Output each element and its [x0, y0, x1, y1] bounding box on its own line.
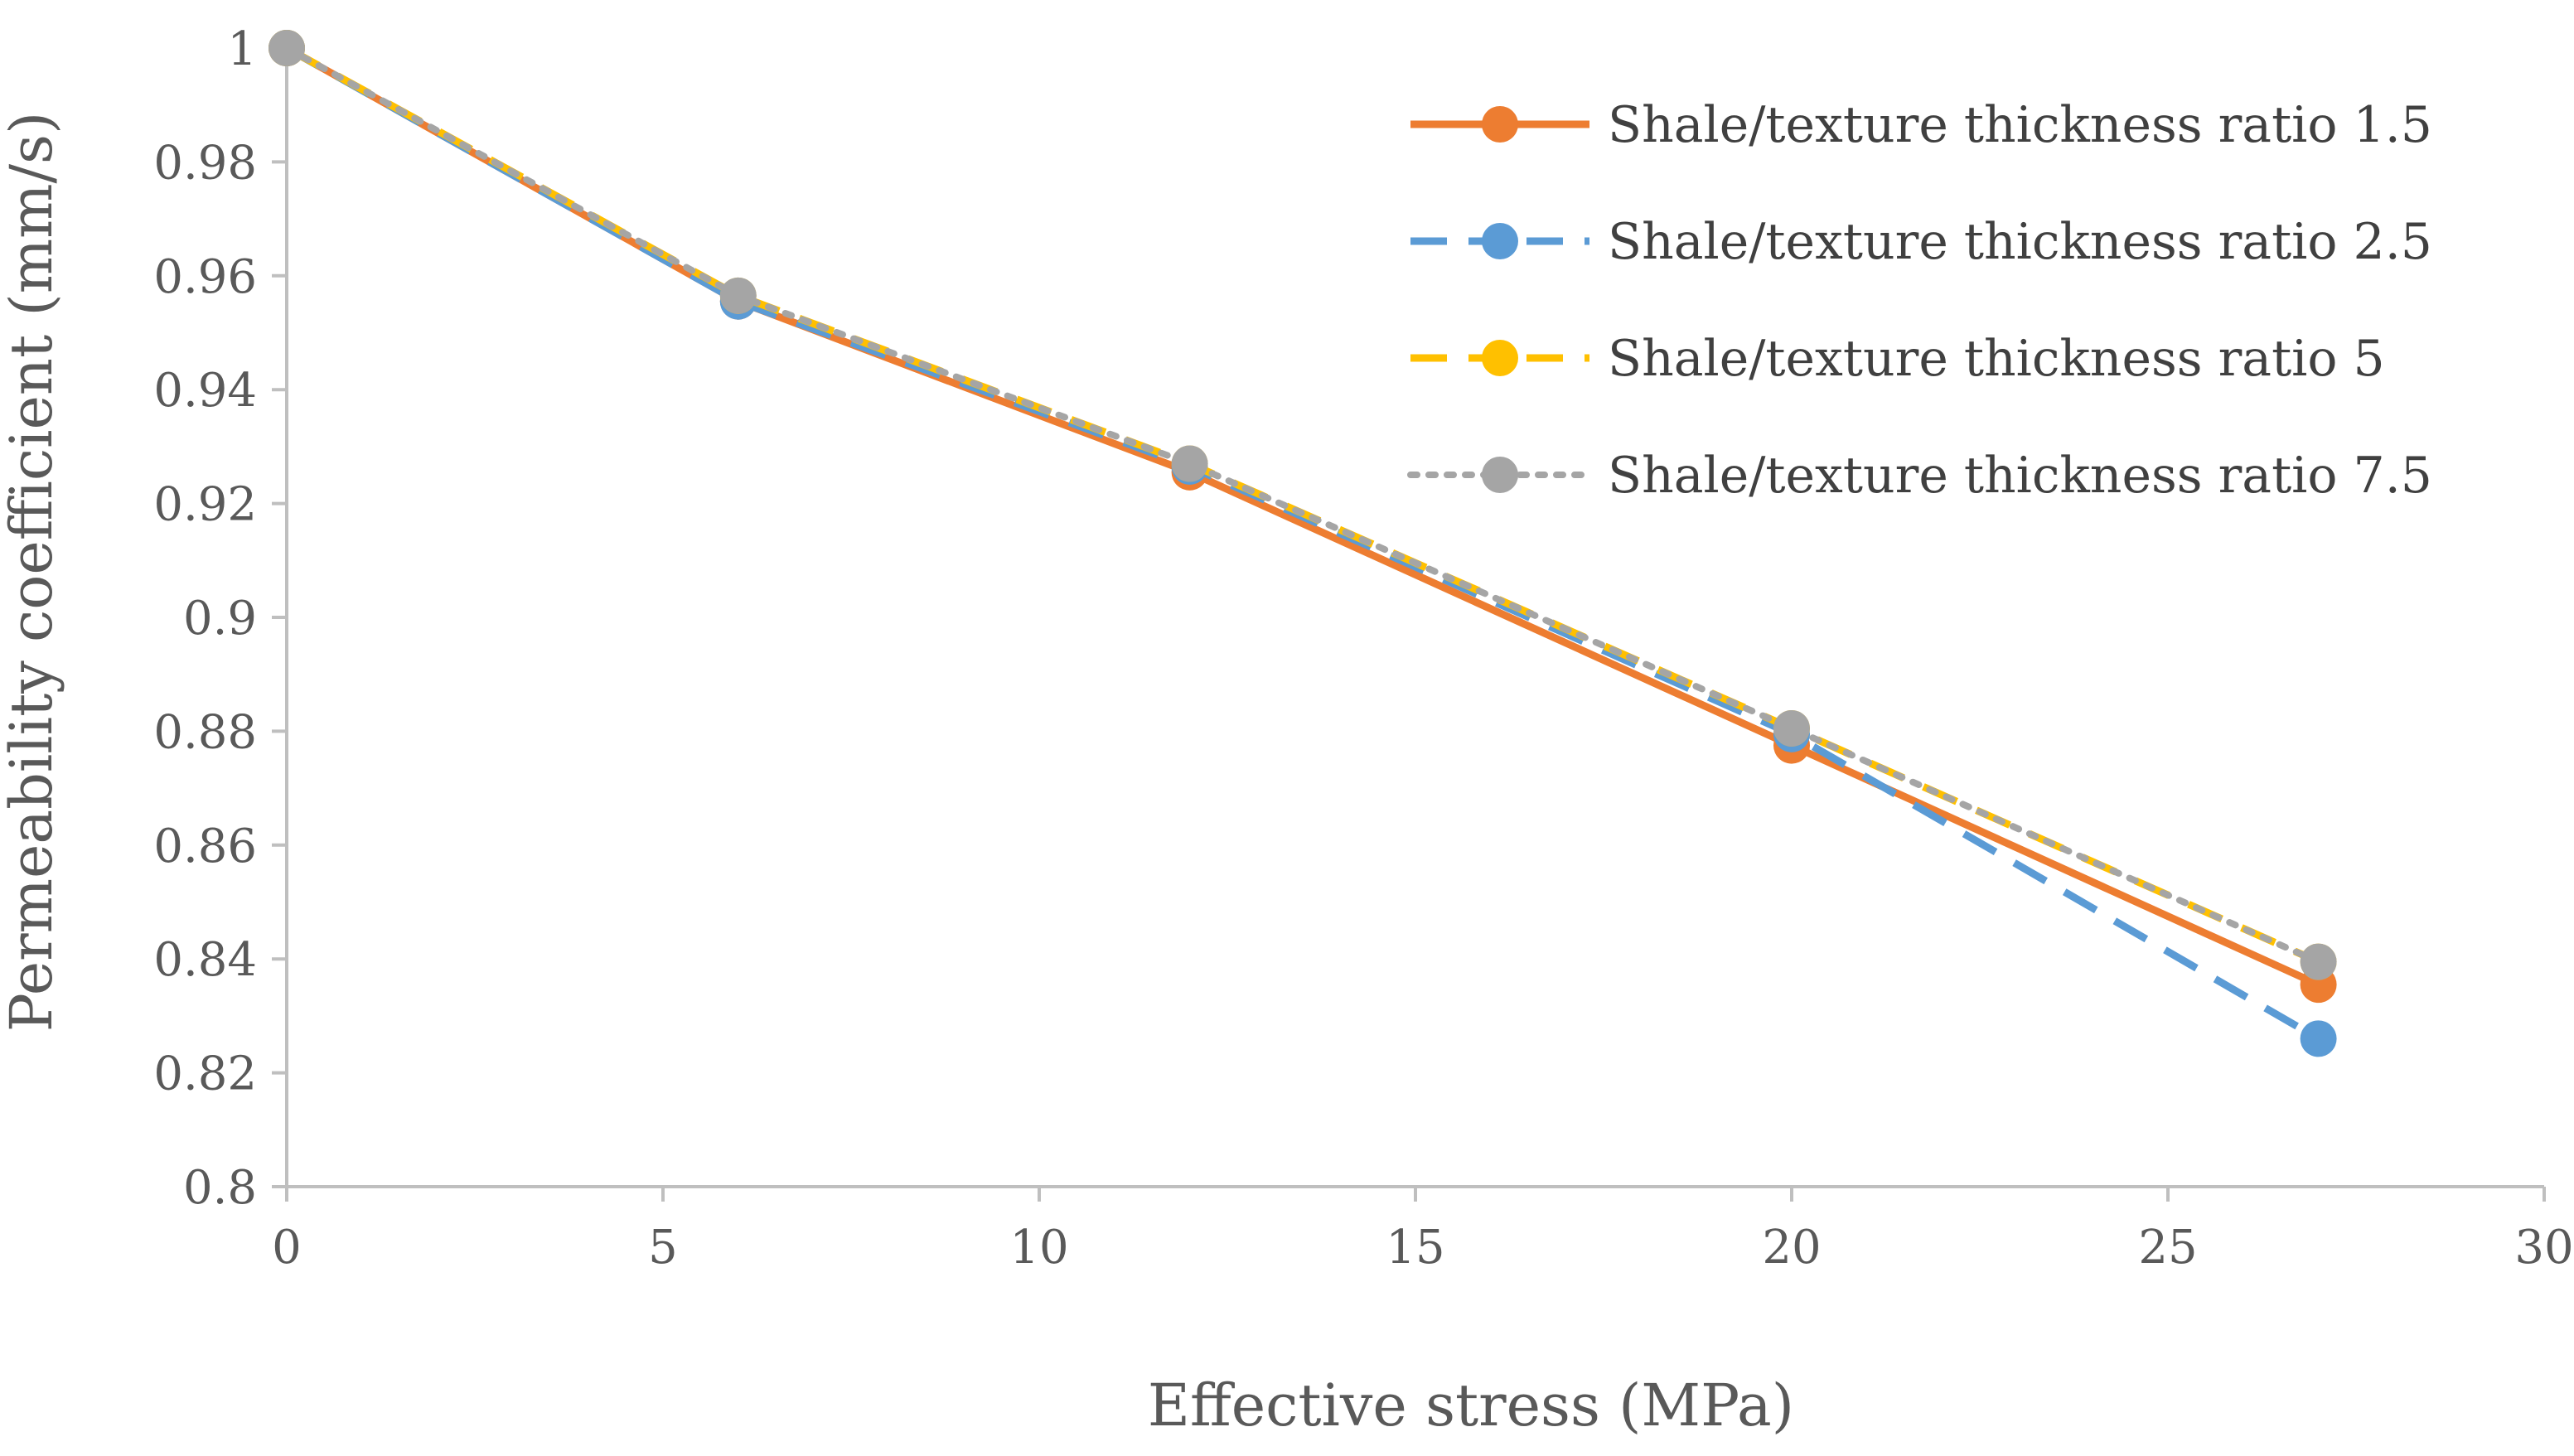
legend-label: Shale/texture thickness ratio 7.5 [1608, 447, 2432, 505]
y-tick-label: 0.8 [183, 1161, 257, 1215]
series-lines [269, 30, 2337, 1057]
data-point [1171, 445, 1208, 482]
data-point [269, 30, 305, 66]
legend-item: Shale/texture thickness ratio 1.5 [1410, 96, 2432, 154]
legend-marker [1482, 106, 1518, 143]
x-tick-label: 15 [1386, 1221, 1444, 1275]
legend-marker [1482, 340, 1518, 376]
data-point [1773, 709, 1810, 747]
legend-item: Shale/texture thickness ratio 5 [1410, 330, 2385, 388]
data-point [2300, 943, 2337, 980]
series-2 [269, 30, 2337, 1057]
legend-item: Shale/texture thickness ratio 7.5 [1407, 447, 2432, 505]
legend-label: Shale/texture thickness ratio 5 [1608, 330, 2385, 388]
y-tick-label: 0.82 [153, 1047, 257, 1101]
series-line [284, 45, 2320, 1042]
x-tick-label: 0 [272, 1221, 302, 1275]
legend-item: Shale/texture thickness ratio 2.5 [1410, 213, 2432, 271]
axes [272, 46, 2546, 1202]
series-3 [269, 30, 2337, 980]
y-tick-label: 0.96 [153, 250, 257, 304]
y-tick-label: 1 [227, 22, 257, 76]
x-tick-label: 25 [2138, 1221, 2197, 1275]
legend-label: Shale/texture thickness ratio 1.5 [1608, 96, 2432, 154]
legend: Shale/texture thickness ratio 1.5 Shale/t… [1407, 96, 2432, 505]
y-tick-label: 0.9 [183, 592, 257, 646]
series-4 [269, 30, 2337, 980]
series-line [283, 45, 2322, 965]
x-tick-label: 10 [1009, 1221, 1068, 1275]
legend-marker [1482, 457, 1518, 493]
y-axis-title: Permeability coefficient (mm/s) [0, 112, 65, 1033]
y-tick-label: 0.86 [153, 820, 257, 873]
y-tick-label: 0.94 [153, 364, 257, 418]
x-tick-label: 20 [1762, 1221, 1821, 1275]
x-axis-title: Effective stress (MPa) [1148, 1371, 1794, 1439]
x-tick-label: 30 [2514, 1221, 2573, 1275]
y-tick-label: 0.88 [153, 705, 257, 759]
x-tick-label: 5 [648, 1221, 678, 1275]
y-tick-label: 0.98 [153, 136, 257, 190]
y-tick-label: 0.92 [153, 478, 257, 532]
legend-marker [1482, 223, 1518, 259]
data-point [719, 277, 757, 314]
data-point [2300, 1020, 2337, 1057]
y-tick-label: 0.84 [153, 933, 257, 987]
legend-label: Shale/texture thickness ratio 2.5 [1608, 213, 2432, 271]
tick-labels: 0 5 10 15 20 25 30 0.8 0.82 0.84 0.86 0.88 0.9 0.92 0.… [153, 22, 2573, 1275]
